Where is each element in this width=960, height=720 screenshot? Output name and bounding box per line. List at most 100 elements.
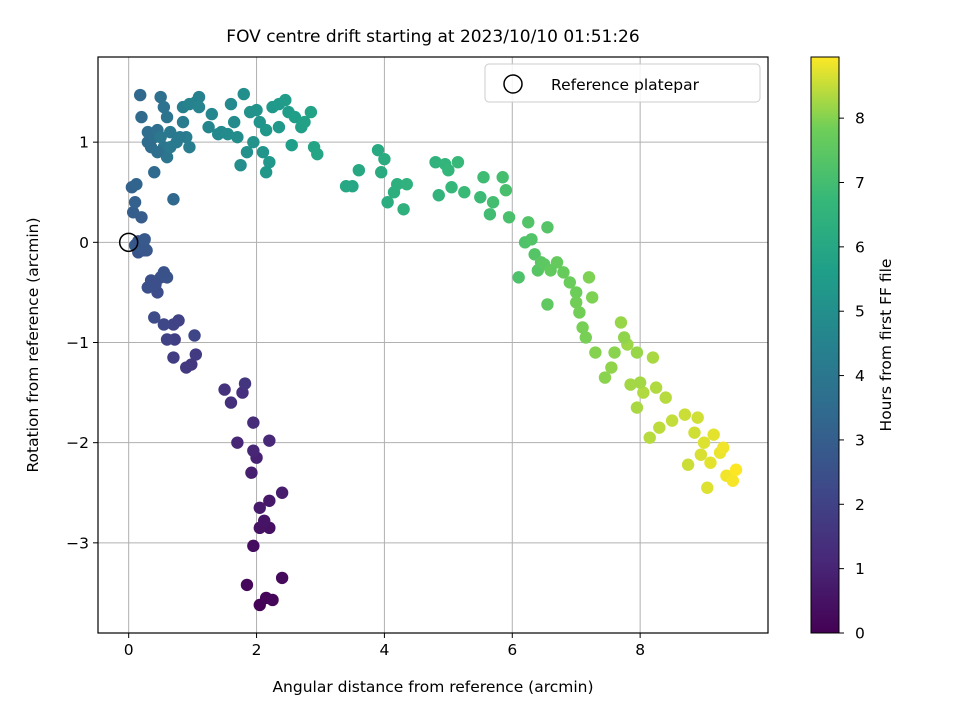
data-point (643, 431, 656, 444)
data-point (400, 178, 413, 191)
data-point (167, 351, 180, 364)
data-point (445, 181, 458, 194)
data-point (477, 171, 490, 184)
y-axis-ticks: −3 −2 −1 0 1 (66, 134, 98, 552)
data-point (704, 456, 717, 469)
data-point (371, 143, 385, 157)
data-point (483, 208, 497, 221)
data-point (128, 196, 142, 209)
data-point (189, 348, 203, 361)
data-point (288, 110, 302, 124)
data-point (486, 196, 500, 209)
data-point (164, 125, 177, 139)
data-point (375, 166, 388, 179)
data-point (688, 426, 701, 439)
colorbar-ticks: 0 1 2 3 4 5 6 7 8 (839, 110, 865, 643)
data-point (451, 155, 465, 169)
data-point (148, 311, 161, 324)
data-point (630, 346, 644, 359)
legend-label: Reference platepar (551, 76, 700, 94)
legend-reference-marker (503, 74, 523, 94)
data-point (238, 377, 252, 390)
data-point (630, 401, 644, 414)
data-point (311, 147, 324, 161)
data-point (717, 441, 730, 454)
data-point (633, 376, 647, 389)
data-point (701, 481, 714, 494)
colorbar-tick-label: 2 (855, 496, 865, 514)
data-points (118, 87, 743, 612)
data-point (570, 286, 583, 299)
data-point (135, 110, 148, 124)
data-point (140, 244, 153, 257)
data-point (247, 539, 260, 553)
data-point (253, 501, 266, 514)
data-point (224, 396, 238, 409)
data-point (432, 189, 445, 202)
data-point (525, 233, 538, 246)
data-point (188, 329, 201, 342)
data-point (240, 578, 254, 592)
data-point (154, 90, 167, 104)
data-point (285, 138, 298, 152)
data-point (176, 115, 190, 129)
data-point (624, 378, 637, 391)
data-point (202, 120, 215, 134)
data-point (160, 333, 174, 346)
data-point (352, 163, 366, 177)
data-point (541, 298, 554, 311)
reference-platepar-marker (118, 232, 139, 253)
y-tick-label: 1 (79, 134, 89, 152)
data-point (665, 414, 679, 427)
data-point (275, 486, 289, 499)
data-point (183, 97, 196, 111)
data-point (573, 306, 586, 319)
data-point (726, 474, 740, 487)
data-point (275, 571, 289, 585)
colorbar-tick-label: 1 (855, 560, 865, 578)
data-point (681, 458, 695, 471)
data-point (502, 211, 516, 224)
data-point (245, 466, 258, 479)
y-axis-label: Rotation from reference (arcmin) (24, 217, 42, 472)
data-point (499, 184, 513, 197)
legend-box (484, 63, 761, 103)
data-point (263, 494, 276, 507)
data-point (694, 448, 708, 461)
data-point (582, 271, 596, 284)
data-point (247, 135, 260, 149)
data-point (133, 88, 147, 102)
colorbar-tick-label: 5 (855, 303, 865, 321)
data-point (729, 463, 743, 476)
data-point (707, 428, 720, 441)
data-point (390, 178, 404, 191)
data-point (160, 150, 174, 164)
data-point (237, 87, 250, 101)
data-point (192, 100, 206, 114)
data-point (279, 93, 292, 107)
colorbar-tick-label: 4 (855, 367, 865, 385)
data-point (298, 115, 311, 129)
x-tick-label: 2 (252, 641, 262, 659)
data-point (579, 331, 592, 344)
data-point (512, 271, 525, 284)
data-point (138, 233, 151, 246)
data-point (160, 110, 174, 124)
colorbar-tick-label: 6 (855, 238, 865, 256)
data-point (659, 391, 672, 404)
y-tick-label: −2 (66, 434, 89, 452)
legend: Reference platepar (484, 63, 761, 103)
data-point (263, 434, 276, 447)
data-point (205, 107, 218, 121)
colorbar-label: Hours from first FF file (877, 259, 895, 432)
data-point (557, 266, 570, 279)
data-point (231, 436, 244, 449)
chart-title: FOV centre drift starting at 2023/10/10 … (226, 27, 639, 47)
x-axis-label: Angular distance from reference (arcmin) (272, 678, 593, 696)
data-point (224, 97, 238, 111)
data-point (250, 103, 263, 117)
data-point (646, 351, 660, 364)
data-point (697, 436, 711, 449)
data-point (218, 383, 231, 396)
x-tick-label: 6 (507, 641, 517, 659)
